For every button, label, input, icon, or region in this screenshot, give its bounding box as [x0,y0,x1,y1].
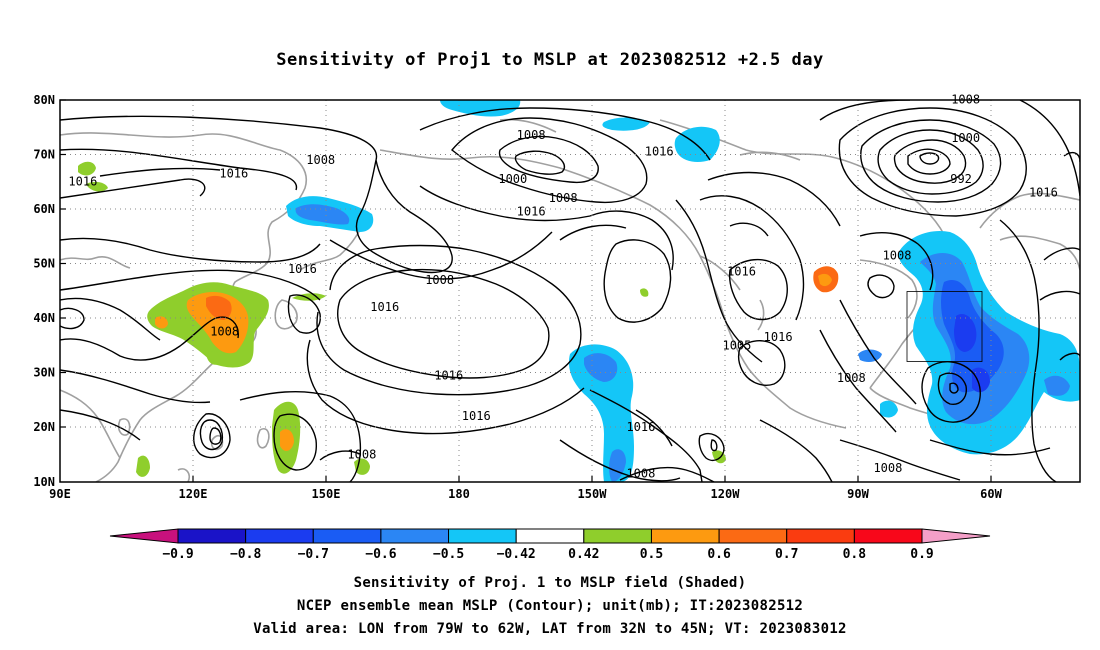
lon-label: 180 [448,487,470,501]
lon-label: 150E [312,487,341,501]
caption-line-1: Sensitivity of Proj. 1 to MSLP field (Sh… [353,575,747,591]
contour-label: 1008 [873,461,902,475]
contour-label: 1016 [434,368,463,382]
contour-label: 1016 [1029,186,1058,200]
colorbar-label: 0.8 [843,547,867,562]
contour-label: 1016 [727,265,756,279]
colorbar-cell [853,528,923,544]
lon-label: 90W [847,487,869,501]
colorbar-label: −0.8 [230,547,261,562]
contour-label: 1008 [837,371,866,385]
contour-label: 1016 [219,166,248,180]
lat-label: 80N [33,93,55,107]
colorbar-label: 0.9 [910,547,933,562]
lat-label: 10N [33,475,55,489]
colorbar-cell [515,528,585,544]
contour-label: 992 [950,172,972,186]
lon-label: 60W [980,487,1002,501]
lat-label: 30N [33,366,55,380]
contour-label: 1008 [517,128,546,142]
colorbar-cell [650,528,720,544]
colorbar-label: −0.9 [162,547,193,562]
colorbar-high-arrow [921,528,991,544]
lat-label: 60N [33,202,55,216]
axis-ticks [60,99,992,482]
colorbar-label: 0.7 [775,547,798,562]
contour-label: 1000 [951,131,980,145]
colorbar-cell [312,528,382,544]
colorbar-label: 0.42 [568,547,599,562]
colorbar-cell [245,528,314,544]
contour-label: 1008 [626,467,655,481]
colorbar-low-arrow [109,528,179,544]
colorbar-cell [718,528,788,544]
contour-label: 1008 [347,447,376,461]
map-title: Sensitivity of Proj1 to MSLP at 20230825… [276,50,824,70]
plot-frame [59,99,1081,483]
colorbar-label: −0.5 [433,547,464,562]
contour-label: 1008 [883,248,912,262]
contour-label: 1008 [210,325,239,339]
grid-lines [60,100,1080,482]
lon-label: 90E [49,487,71,501]
colorbar-label: −0.42 [497,547,536,562]
contour-label: 1016 [645,145,674,159]
caption-line-2: NCEP ensemble mean MSLP (Contour); unit(… [296,598,804,614]
contour-label: 1000 [498,172,527,186]
mslp-contours [60,100,1080,482]
latitude-labels: 80N 70N 60N 50N 40N 30N 20N 10N [33,93,55,489]
lat-label: 40N [33,311,55,325]
colorbar-label: 0.6 [707,547,731,562]
colorbar: −0.9 −0.8 −0.7 −0.6 −0.5 −0.42 0.42 0.5 0.6 0.7 0.… [109,528,991,562]
lat-label: 20N [33,420,55,434]
contour-label: 1016 [517,205,546,219]
contour-label: 1005 [722,338,751,352]
lon-label: 120W [711,487,741,501]
contour-label: 1016 [626,420,655,434]
contour-label: 1016 [370,300,399,314]
contour-label: 1016 [288,262,317,276]
lat-label: 50N [33,257,55,271]
contour-labels: 1008101610161016101610081008100810001008… [68,93,1058,481]
colorbar-cell [177,528,247,544]
colorbar-cell [583,528,652,544]
contour-label: 1016 [462,409,491,423]
contour-label: 1016 [764,330,793,344]
caption-line-3: Valid area: LON from 79W to 62W, LAT fro… [253,621,847,637]
colorbar-label: −0.7 [298,547,329,562]
lon-label: 150W [578,487,608,501]
lon-label: 120E [179,487,208,501]
valid-area-box [906,291,983,362]
colorbar-cell [448,528,517,544]
contour-label: 1008 [425,273,454,287]
contour-label: 1008 [306,153,335,167]
lat-label: 70N [33,148,55,162]
contour-label: 1016 [68,175,97,189]
sensitivity-shading [78,100,1080,482]
colorbar-cell [786,528,855,544]
colorbar-cell [380,528,450,544]
coastlines [60,118,1080,482]
longitude-labels: 90E 120E 150E 180 150W 120W 90W 60W [49,487,1002,501]
colorbar-label: −0.6 [365,547,396,562]
contour-label: 1008 [549,191,578,205]
colorbar-label: 0.5 [640,547,663,562]
